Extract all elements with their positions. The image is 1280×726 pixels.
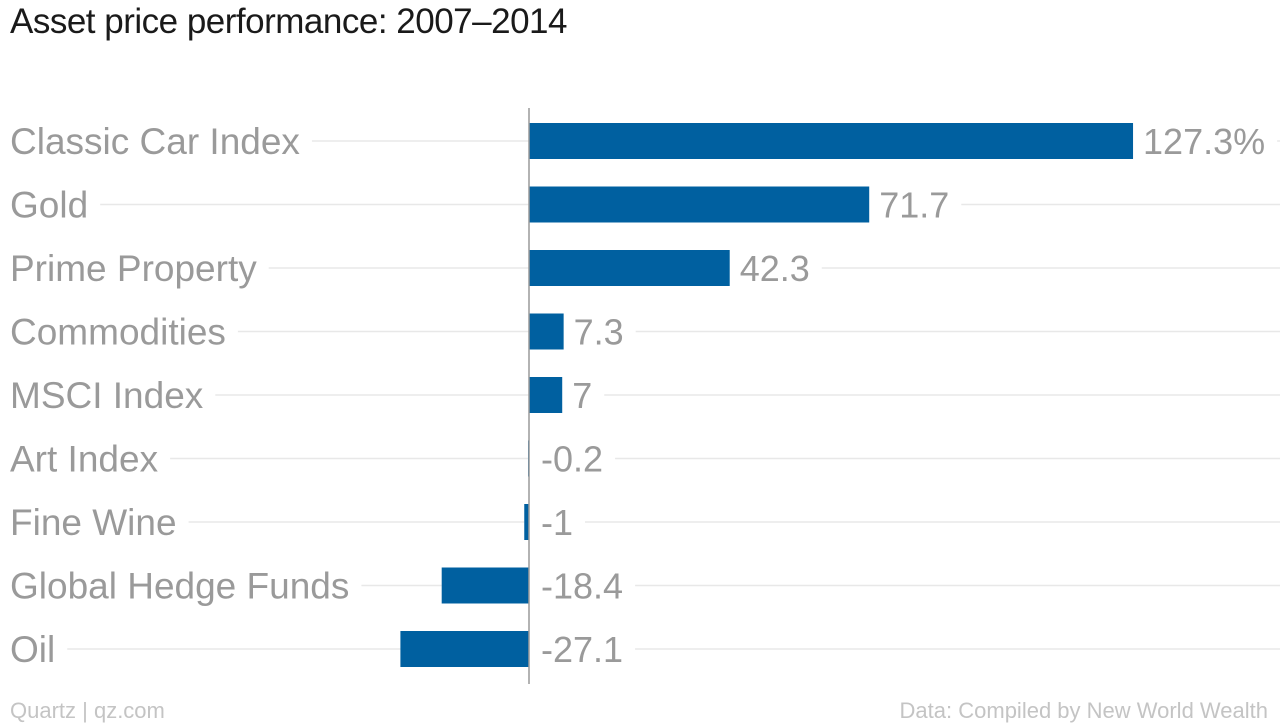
value-label-classic-car-index: 127.3% bbox=[1143, 121, 1265, 162]
data-source: Data: Compiled by New World Wealth bbox=[899, 698, 1268, 723]
bar-commodities bbox=[529, 313, 564, 350]
value-label-art-index: -0.2 bbox=[541, 439, 603, 480]
category-label-fine-wine: Fine Wine bbox=[10, 502, 177, 543]
value-label-commodities: 7.3 bbox=[574, 312, 624, 353]
bar-msci-index bbox=[529, 377, 563, 413]
category-label-classic-car-index: Classic Car Index bbox=[10, 121, 300, 162]
category-label-msci-index: MSCI Index bbox=[10, 375, 204, 416]
category-label-art-index: Art Index bbox=[10, 439, 159, 480]
category-label-commodities: Commodities bbox=[10, 312, 226, 353]
value-label-global-hedge-funds: -18.4 bbox=[541, 566, 623, 607]
bar-prime-property bbox=[529, 250, 730, 286]
category-label-prime-property: Prime Property bbox=[10, 248, 257, 289]
value-label-msci-index: 7 bbox=[572, 375, 592, 416]
bar-fine-wine bbox=[524, 504, 529, 540]
value-label-oil: -27.1 bbox=[541, 629, 623, 670]
category-label-gold: Gold bbox=[10, 185, 88, 226]
bar-global-hedge-funds bbox=[441, 567, 529, 604]
category-label-global-hedge-funds: Global Hedge Funds bbox=[10, 566, 349, 607]
value-label-prime-property: 42.3 bbox=[740, 248, 810, 289]
bar-classic-car-index bbox=[529, 123, 1134, 159]
value-label-gold: 71.7 bbox=[879, 185, 949, 226]
category-label-oil: Oil bbox=[10, 629, 55, 670]
bar-oil bbox=[400, 631, 529, 667]
value-label-fine-wine: -1 bbox=[541, 502, 573, 543]
bar-gold bbox=[529, 186, 870, 223]
chart-title: Asset price performance: 2007–2014 bbox=[10, 2, 567, 41]
source-credit: Quartz | qz.com bbox=[10, 698, 165, 723]
